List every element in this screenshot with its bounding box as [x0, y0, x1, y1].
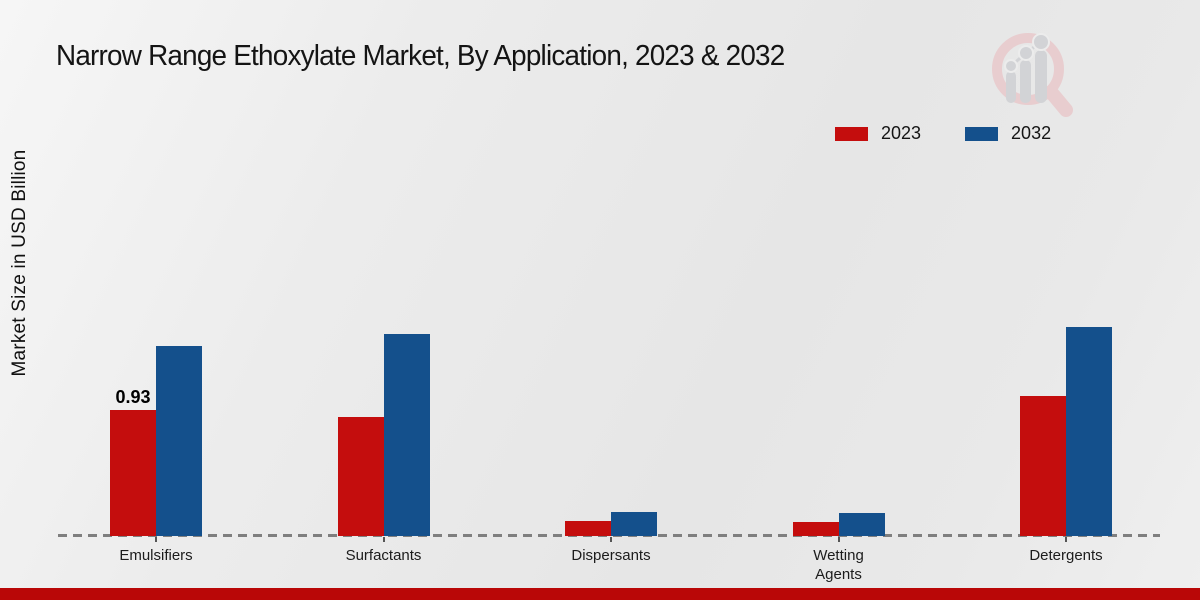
bar-2023-emulsifiers — [110, 410, 156, 536]
category-label-wetting-agents: Wetting Agents — [813, 547, 864, 583]
bar-2023-surfactants — [337, 417, 384, 536]
x-axis-tick — [382, 537, 385, 542]
bar-2032-surfactants — [383, 334, 430, 536]
brand-watermark-logo — [992, 33, 1073, 117]
trend-dot-icon — [1004, 59, 1018, 73]
category-label-detergents: Detergents — [1029, 547, 1103, 564]
bar-2032-dispersants — [611, 512, 657, 536]
bar-2023-wetting-agents — [792, 522, 839, 536]
legend-swatch-2032 — [965, 126, 999, 141]
x-axis-tick — [610, 537, 612, 542]
legend-label-2023: 2023 — [881, 123, 922, 143]
legend-swatch-2023 — [835, 126, 868, 141]
legend-item-2023: 2023 — [835, 123, 921, 144]
bar-2023-dispersants — [565, 521, 611, 536]
magnifier-handle-icon — [1044, 85, 1073, 117]
category-label-surfactants: Surfactants — [345, 547, 422, 564]
bar-2032-emulsifiers — [156, 346, 202, 536]
bar-2023-detergents — [1020, 396, 1066, 536]
trend-dot-icon — [1018, 45, 1034, 61]
bar-value-label: 0.93 — [115, 387, 151, 407]
x-axis-tick — [837, 537, 840, 542]
x-axis-tick — [155, 537, 157, 542]
legend-item-2032: 2032 — [965, 123, 1051, 144]
legend-label-2032: 2032 — [1011, 123, 1052, 143]
logo-bar-tall-icon — [1035, 50, 1047, 103]
bar-2032-wetting-agents — [838, 513, 885, 536]
category-label-dispersants: Dispersants — [571, 547, 651, 564]
logo-bar-medium-icon — [1020, 60, 1031, 103]
x-axis-tick — [1065, 537, 1067, 542]
category-label-emulsifiers: Emulsifiers — [119, 547, 193, 564]
bottom-accent-strip — [0, 588, 1200, 600]
logo-bar-small-icon — [1006, 71, 1016, 103]
trend-dot-icon — [1032, 33, 1050, 51]
legend: 2023 2032 — [835, 123, 1051, 144]
chart-title: Narrow Range Ethoxylate Market, By Appli… — [56, 40, 785, 72]
bar-2032-detergents — [1066, 327, 1112, 536]
